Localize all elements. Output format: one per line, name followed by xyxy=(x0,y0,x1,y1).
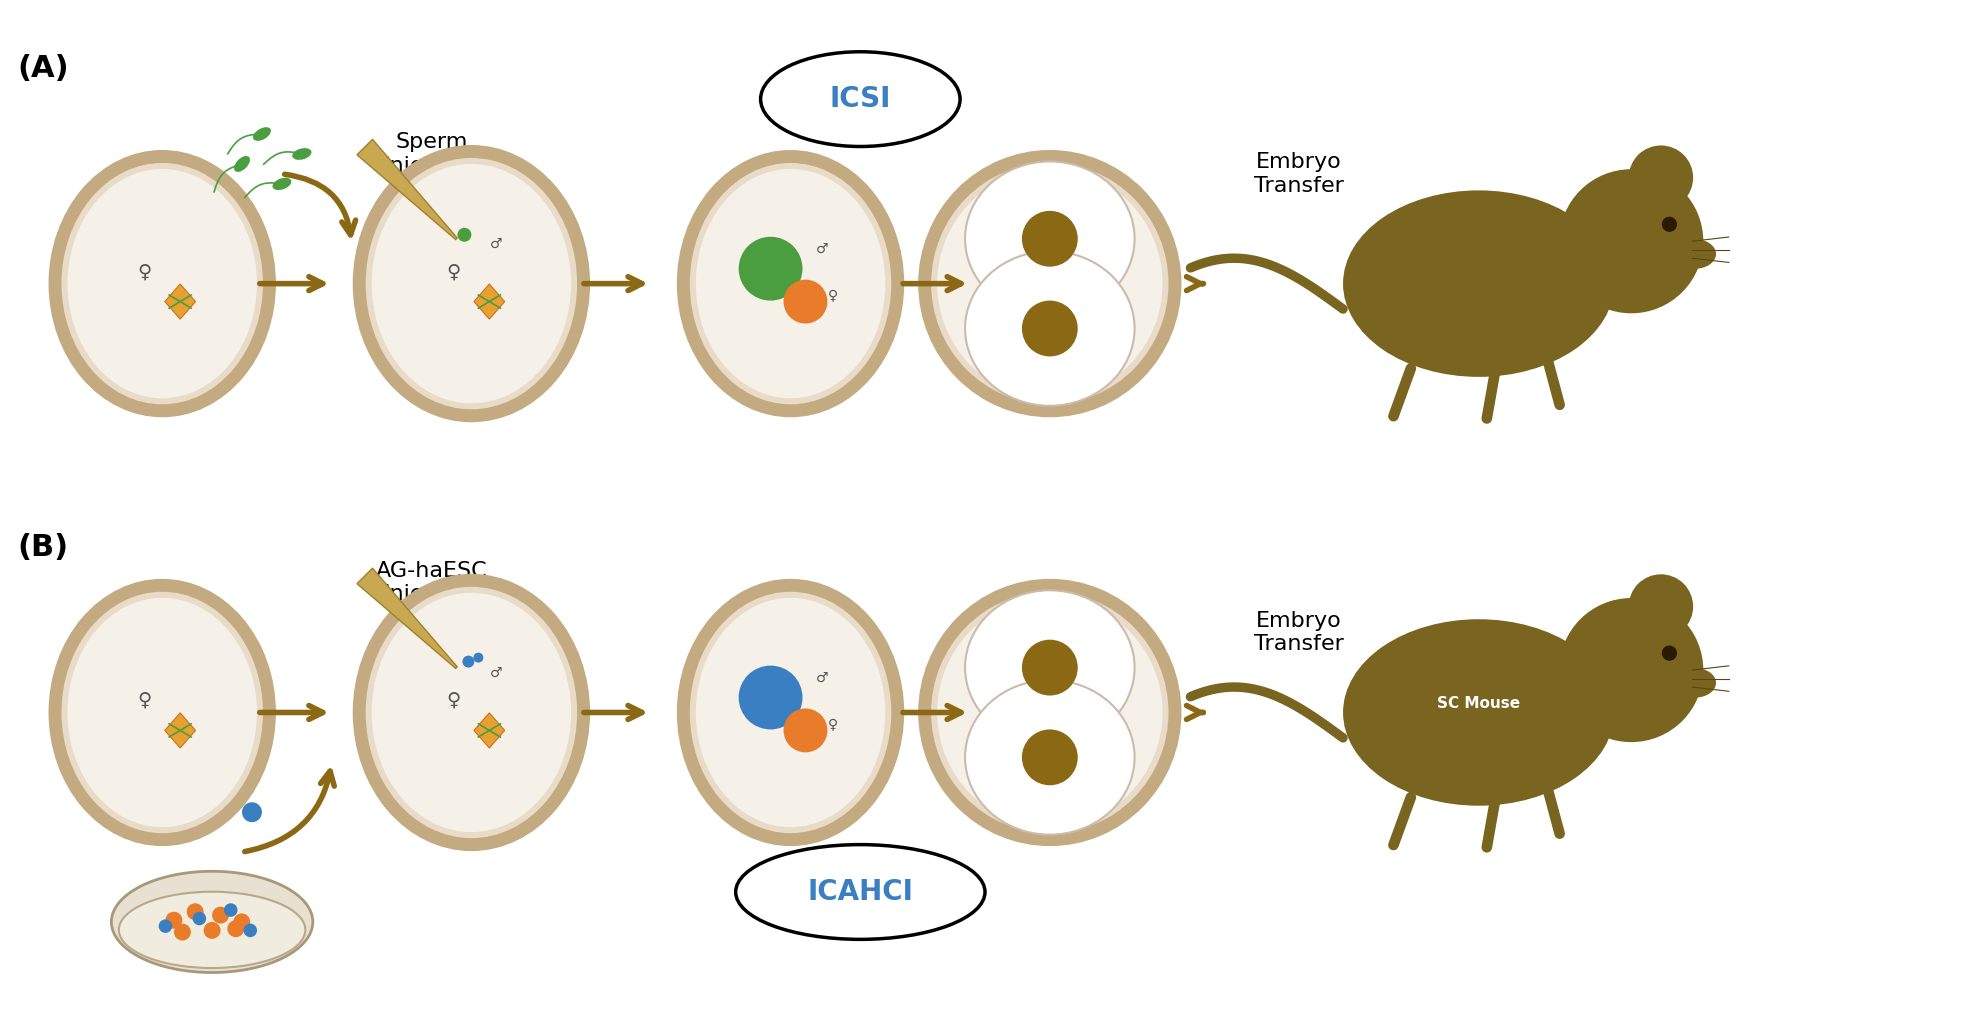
Ellipse shape xyxy=(1344,190,1614,377)
Circle shape xyxy=(243,924,256,937)
Polygon shape xyxy=(357,568,458,668)
Circle shape xyxy=(203,921,221,939)
Polygon shape xyxy=(474,713,505,748)
Polygon shape xyxy=(166,713,195,748)
Ellipse shape xyxy=(371,164,570,403)
Ellipse shape xyxy=(49,150,276,417)
Circle shape xyxy=(1559,598,1703,742)
Ellipse shape xyxy=(272,178,292,190)
Ellipse shape xyxy=(762,52,961,147)
Circle shape xyxy=(1022,301,1077,356)
Ellipse shape xyxy=(365,158,578,409)
Circle shape xyxy=(738,665,803,729)
Ellipse shape xyxy=(1673,668,1717,697)
Circle shape xyxy=(458,228,472,242)
Ellipse shape xyxy=(917,150,1182,417)
Ellipse shape xyxy=(61,592,262,834)
Circle shape xyxy=(474,653,483,662)
Text: ♂: ♂ xyxy=(817,670,829,685)
Circle shape xyxy=(783,709,827,752)
Text: Embryo
Transfer: Embryo Transfer xyxy=(1255,612,1344,654)
Ellipse shape xyxy=(235,156,251,171)
Ellipse shape xyxy=(691,163,892,404)
Circle shape xyxy=(1630,574,1693,638)
Ellipse shape xyxy=(736,845,985,939)
Ellipse shape xyxy=(49,578,276,846)
Ellipse shape xyxy=(1673,239,1717,269)
Text: (A): (A) xyxy=(18,55,69,84)
Text: ♀: ♀ xyxy=(138,691,152,710)
Circle shape xyxy=(211,907,229,924)
Ellipse shape xyxy=(691,592,892,834)
Circle shape xyxy=(783,280,827,323)
Text: ♀: ♀ xyxy=(138,262,152,281)
Text: AG-haESC
Injection: AG-haESC Injection xyxy=(375,561,487,604)
Circle shape xyxy=(227,920,245,937)
Ellipse shape xyxy=(931,163,1168,404)
Ellipse shape xyxy=(965,251,1134,406)
Ellipse shape xyxy=(677,150,904,417)
Ellipse shape xyxy=(67,598,256,827)
Ellipse shape xyxy=(931,592,1168,834)
Circle shape xyxy=(1559,169,1703,313)
Circle shape xyxy=(187,903,203,920)
Ellipse shape xyxy=(965,161,1134,316)
Text: ♀: ♀ xyxy=(446,691,460,710)
Text: Embryo
Transfer: Embryo Transfer xyxy=(1255,152,1344,195)
Text: ICAHCI: ICAHCI xyxy=(807,878,913,906)
Circle shape xyxy=(243,803,262,822)
Circle shape xyxy=(225,903,237,917)
Ellipse shape xyxy=(965,680,1134,835)
Text: ♂: ♂ xyxy=(489,665,503,680)
Circle shape xyxy=(233,913,251,931)
Circle shape xyxy=(1022,639,1077,695)
Ellipse shape xyxy=(67,169,256,399)
Polygon shape xyxy=(166,284,195,319)
Ellipse shape xyxy=(917,578,1182,846)
Circle shape xyxy=(1022,211,1077,267)
Ellipse shape xyxy=(110,871,314,972)
Circle shape xyxy=(174,924,191,941)
Circle shape xyxy=(193,912,205,926)
Circle shape xyxy=(1022,729,1077,785)
Ellipse shape xyxy=(696,169,886,399)
Circle shape xyxy=(462,656,474,667)
Text: ♂: ♂ xyxy=(489,237,503,251)
Ellipse shape xyxy=(937,598,1162,827)
Text: SC Mouse: SC Mouse xyxy=(1436,696,1521,712)
Polygon shape xyxy=(357,139,458,240)
Circle shape xyxy=(1630,146,1693,210)
Ellipse shape xyxy=(61,163,262,404)
Text: Sperm
Injection: Sperm Injection xyxy=(383,132,479,176)
Circle shape xyxy=(158,919,172,933)
Ellipse shape xyxy=(253,127,270,140)
Ellipse shape xyxy=(965,590,1134,745)
Circle shape xyxy=(1661,217,1677,232)
Ellipse shape xyxy=(365,587,578,838)
Circle shape xyxy=(738,237,803,301)
Text: ♀: ♀ xyxy=(827,718,837,731)
Text: ♂: ♂ xyxy=(817,242,829,256)
Circle shape xyxy=(166,912,182,929)
Ellipse shape xyxy=(937,169,1162,399)
Ellipse shape xyxy=(118,891,306,968)
Ellipse shape xyxy=(353,145,590,422)
Circle shape xyxy=(1661,646,1677,661)
Polygon shape xyxy=(474,284,505,319)
Ellipse shape xyxy=(1344,619,1614,806)
Text: ♀: ♀ xyxy=(827,288,837,303)
Ellipse shape xyxy=(353,574,590,851)
Text: (B): (B) xyxy=(18,533,69,562)
Ellipse shape xyxy=(292,148,312,160)
Text: ♀: ♀ xyxy=(446,262,460,281)
Ellipse shape xyxy=(677,578,904,846)
Ellipse shape xyxy=(696,598,886,827)
Text: ICSI: ICSI xyxy=(831,85,892,114)
Ellipse shape xyxy=(371,593,570,833)
